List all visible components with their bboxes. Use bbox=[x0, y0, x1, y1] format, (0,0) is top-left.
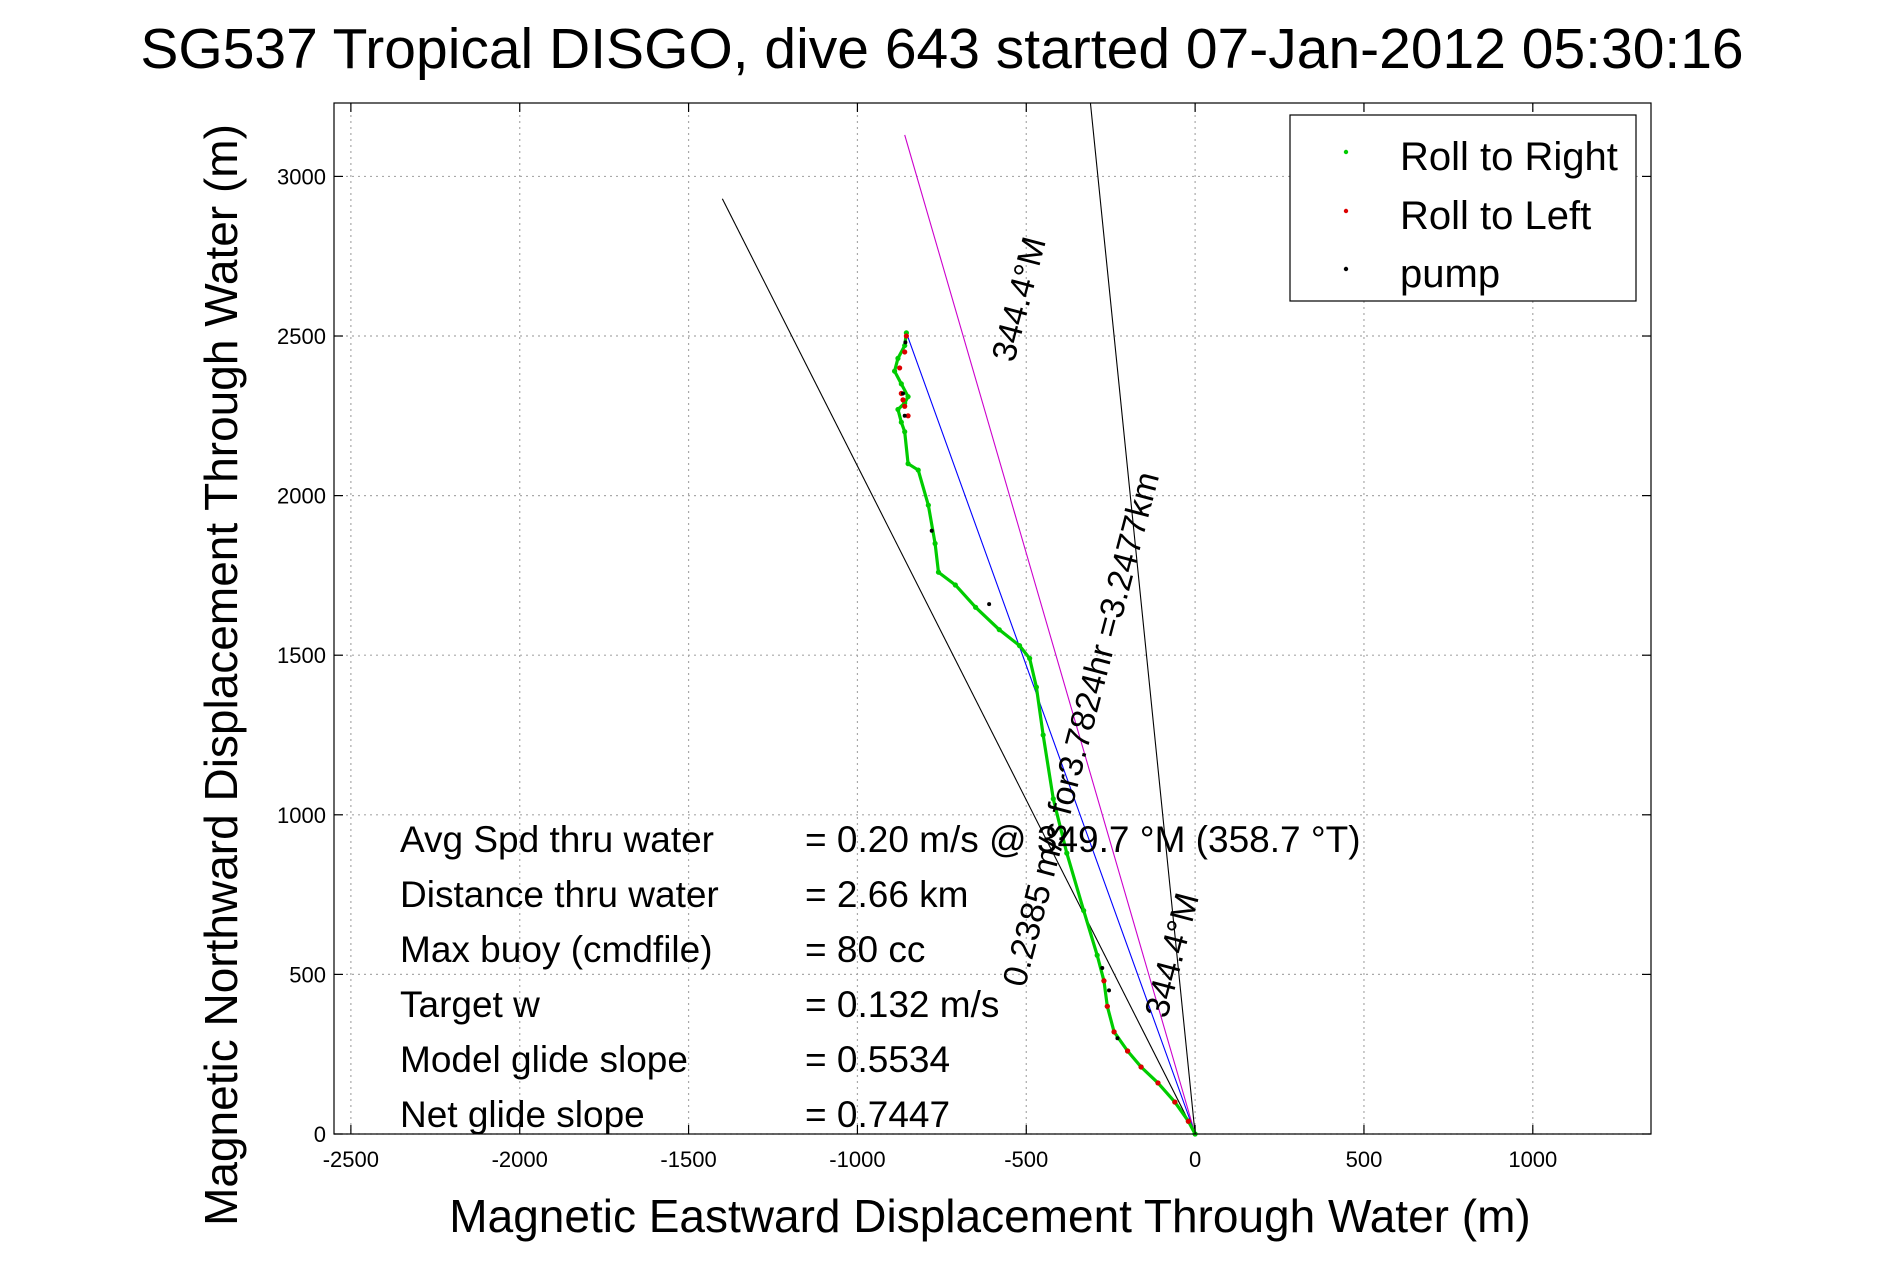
stat-value: = 0.5534 bbox=[805, 1039, 950, 1080]
stat-value: = 0.20 m/s @ 349.7 °M (358.7 °T) bbox=[805, 819, 1361, 860]
y-tick-label: 3000 bbox=[277, 164, 326, 189]
stat-label: Target w bbox=[400, 984, 540, 1025]
series-roll-to-left-point bbox=[1155, 1080, 1161, 1086]
series-roll-to-left-point bbox=[900, 397, 906, 403]
x-tick-label: 500 bbox=[1346, 1147, 1383, 1172]
x-tick-label: -2500 bbox=[323, 1147, 379, 1172]
chart-title: SG537 Tropical DISGO, dive 643 started 0… bbox=[140, 17, 1743, 81]
series-roll-to-right-point bbox=[1040, 732, 1046, 738]
x-tick-label: 1000 bbox=[1508, 1147, 1557, 1172]
plot-frame bbox=[333, 102, 1652, 1135]
series-roll-to-right-point bbox=[1050, 796, 1056, 802]
series-pump-point bbox=[903, 340, 908, 345]
series-roll-to-left-point bbox=[1101, 978, 1107, 984]
series-roll-to-right-point bbox=[895, 355, 901, 361]
legend-marker-pump bbox=[1343, 266, 1349, 272]
series-pump-point bbox=[1115, 1036, 1120, 1041]
series-roll-to-left-point bbox=[905, 413, 911, 419]
x-axis-title: Magnetic Eastward Displacement Through W… bbox=[449, 1190, 1530, 1242]
legend-label: Roll to Left bbox=[1400, 194, 1591, 238]
series-roll-to-right-point bbox=[902, 429, 908, 435]
y-tick-label: 1000 bbox=[277, 803, 326, 828]
y-tick-label: 2500 bbox=[277, 324, 326, 349]
x-tick-label: -1000 bbox=[829, 1147, 885, 1172]
series-roll-to-right-point bbox=[1016, 643, 1023, 649]
series-roll-to-left-point bbox=[902, 349, 908, 355]
y-tick-label: 500 bbox=[289, 962, 326, 987]
series-roll-to-left-point bbox=[1124, 1048, 1131, 1054]
series-roll-to-left-point bbox=[903, 333, 909, 339]
series-roll-to-left-point bbox=[1111, 1029, 1117, 1035]
x-tick-label: -500 bbox=[1004, 1147, 1048, 1172]
series-roll-to-right-point bbox=[915, 467, 921, 473]
series-roll-to-right-point bbox=[1064, 850, 1070, 856]
series-roll-to-left-point bbox=[1104, 1003, 1110, 1009]
series-roll-to-right-point bbox=[1094, 952, 1100, 958]
stat-value: = 0.7447 bbox=[805, 1094, 950, 1135]
stat-label: Distance thru water bbox=[400, 874, 719, 915]
series-roll-to-right-point bbox=[1033, 684, 1039, 690]
series-roll-to-left-point bbox=[897, 365, 903, 371]
series-roll-to-right-point bbox=[905, 394, 911, 400]
legend-marker-roll-right bbox=[1343, 149, 1349, 155]
reference-lines bbox=[721, 102, 1196, 1135]
series-roll-to-left-point bbox=[902, 403, 908, 409]
series-pump-point bbox=[901, 391, 906, 396]
grid-lines bbox=[334, 103, 1651, 1135]
x-tick-label: -1500 bbox=[660, 1147, 716, 1172]
net-track-line bbox=[905, 332, 1196, 1135]
envelope-right-line bbox=[1089, 102, 1196, 1135]
legend-label: Roll to Right bbox=[1400, 135, 1618, 179]
data-series bbox=[891, 330, 1198, 1137]
legend-marker-roll-left bbox=[1343, 208, 1349, 214]
stat-value: = 2.66 km bbox=[805, 874, 969, 915]
series-pump-point bbox=[987, 602, 992, 607]
series-roll-to-right-point bbox=[935, 569, 942, 575]
series-pump-point bbox=[902, 413, 907, 418]
heading-344-4-line bbox=[904, 134, 1196, 1135]
stat-label: Avg Spd thru water bbox=[400, 819, 714, 860]
stat-label: Max buoy (cmdfile) bbox=[400, 929, 713, 970]
series-roll-to-right-point bbox=[925, 502, 931, 508]
series-roll-to-right-point bbox=[898, 381, 904, 387]
stats-block: Avg Spd thru water = 0.20 m/s @ 349.7 °M… bbox=[400, 819, 1361, 1135]
series-roll-to-right-point bbox=[996, 627, 1002, 633]
series-roll-to-right-point bbox=[973, 604, 979, 610]
series-pump-point bbox=[1107, 988, 1112, 993]
series-roll-to-right-point bbox=[898, 419, 904, 425]
stat-label: Model glide slope bbox=[400, 1039, 688, 1080]
series-roll-to-left-point bbox=[1138, 1064, 1144, 1070]
series-roll-to-right-point bbox=[1027, 655, 1033, 661]
series-roll-to-right-point bbox=[895, 406, 901, 413]
series-roll-to-left-point bbox=[1185, 1118, 1191, 1124]
series-roll-to-right-point bbox=[1081, 907, 1087, 914]
stat-value: = 80 cc bbox=[805, 929, 925, 970]
axis-ticks: -2500 -2000 -1500 -1000 -500 0 500 1000 0 500 1000… bbox=[277, 103, 1651, 1172]
series-pump-point bbox=[929, 528, 934, 533]
y-tick-label: 0 bbox=[314, 1122, 326, 1147]
x-tick-label: 0 bbox=[1189, 1147, 1201, 1172]
series-roll-to-right-point bbox=[905, 461, 911, 467]
y-tick-label: 1500 bbox=[277, 643, 326, 668]
series-roll-to-right-point bbox=[932, 540, 938, 547]
envelope-left-line bbox=[721, 198, 1196, 1135]
stat-label: Net glide slope bbox=[400, 1094, 645, 1135]
series-pump-point bbox=[1100, 966, 1105, 971]
y-axis-title: Magnetic Northward Displacement Through … bbox=[195, 124, 247, 1226]
series-roll-to-right-point bbox=[952, 582, 958, 588]
legend-label: pump bbox=[1400, 252, 1500, 296]
legend: Roll to Right Roll to Left pump bbox=[1289, 114, 1637, 302]
series-roll-to-left-point bbox=[1172, 1099, 1178, 1105]
x-tick-label: -2000 bbox=[492, 1147, 548, 1172]
stat-value: = 0.132 m/s bbox=[805, 984, 999, 1025]
series-roll-to-right-point bbox=[891, 368, 898, 374]
y-tick-label: 2000 bbox=[277, 484, 326, 509]
